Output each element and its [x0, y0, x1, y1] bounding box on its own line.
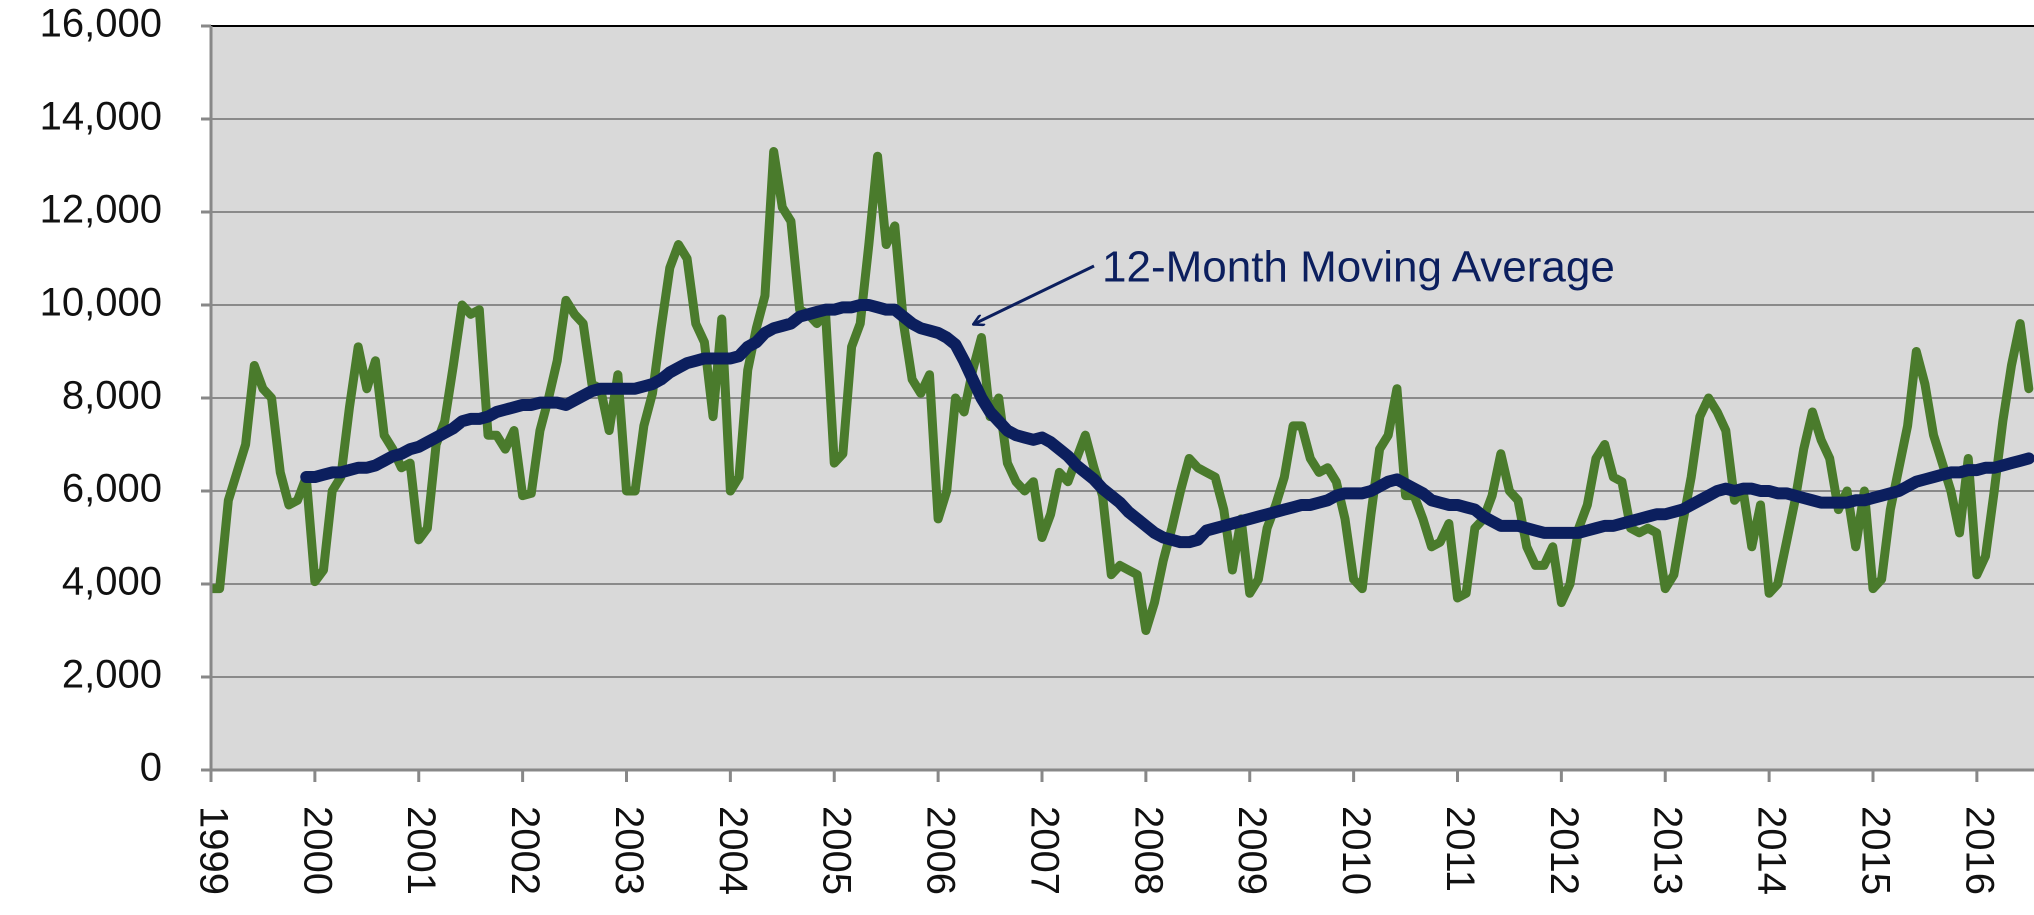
- y-tick-label: 12,000: [40, 188, 162, 232]
- y-tick-label: 0: [140, 746, 162, 790]
- x-tick-label: 2014: [1750, 806, 1794, 895]
- series-line: [300, 299, 2034, 549]
- x-tick-label: 2004: [711, 806, 755, 895]
- x-tick-label: 2015: [1853, 806, 1897, 895]
- x-tick-label: 2007: [1022, 806, 1066, 895]
- x-tick-label: 2008: [1126, 806, 1170, 895]
- x-tick-label: 2002: [503, 806, 547, 895]
- y-tick-label: 6,000: [62, 467, 162, 511]
- x-tick-label: 2013: [1646, 806, 1690, 895]
- y-tick-label: 10,000: [40, 281, 162, 325]
- x-tick-label: 2003: [607, 806, 651, 895]
- x-tick-label: 2010: [1334, 806, 1378, 895]
- x-tick-label: 2009: [1230, 806, 1274, 895]
- x-tick-label: 2016: [1957, 806, 2001, 895]
- y-tick-label: 2,000: [62, 653, 162, 697]
- x-tick-label: 2006: [919, 806, 963, 895]
- x-tick-label: 2000: [295, 806, 339, 895]
- y-tick-label: 4,000: [62, 560, 162, 604]
- y-tick-label: 8,000: [62, 374, 162, 418]
- x-tick-label: 2005: [815, 806, 859, 895]
- x-tick-label: 2011: [1438, 806, 1482, 892]
- y-tick-label: 16,000: [40, 2, 162, 46]
- x-tick-label: 2012: [1542, 806, 1586, 895]
- series-line: [211, 147, 2034, 635]
- x-tick-label: 1999: [191, 806, 235, 895]
- annotation: 12-Month Moving Average: [1102, 243, 1615, 292]
- x-tick-label: 2001: [399, 806, 443, 895]
- annotation-arrow: [974, 264, 1095, 324]
- y-tick-label: 14,000: [40, 95, 162, 139]
